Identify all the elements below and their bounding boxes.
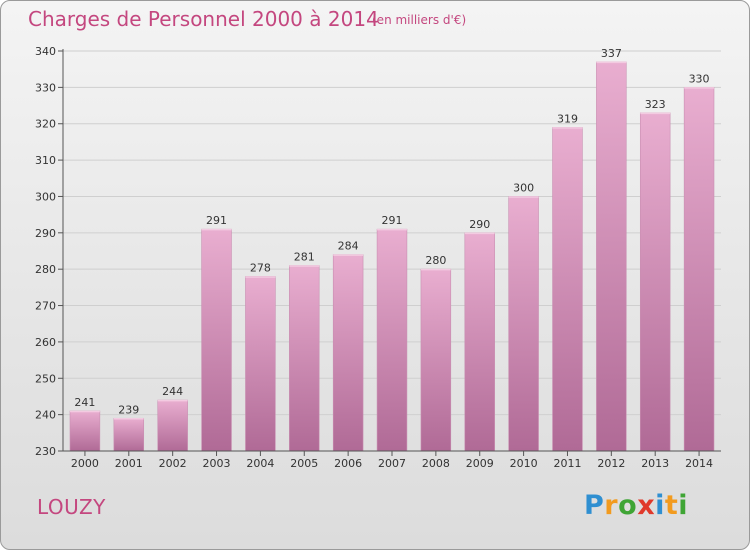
bar-2001 [113,417,145,452]
bar-2002 [157,399,188,452]
bar-2000 [69,410,101,452]
x-tick-label-2002: 2002 [159,457,187,470]
x-tick-label-2011: 2011 [553,457,581,470]
data-label-2003: 291 [206,214,227,227]
axes [58,49,721,456]
data-label-2006: 284 [338,240,359,253]
y-tick-label: 280 [35,263,56,276]
bars [69,61,715,452]
proxiti-logo[interactable]: Proxiti [584,490,689,521]
bar-2003 [201,228,232,452]
data-label-2008: 280 [425,254,446,267]
bar-2009 [464,232,495,452]
x-tick-label-2008: 2008 [422,457,450,470]
data-label-2009: 290 [469,218,490,231]
data-label-2012: 337 [601,47,622,60]
x-tick-label-2010: 2010 [510,457,538,470]
bar-2004 [245,276,276,452]
commune-name: LOUZY [37,495,106,519]
bar-2011 [552,127,583,452]
y-tick-label: 270 [35,300,56,313]
bar-2014 [683,87,715,452]
x-tick-label-2004: 2004 [246,457,274,470]
x-tick-label-2013: 2013 [641,457,669,470]
data-label-2002: 244 [162,385,183,398]
bar-2008 [420,268,452,452]
bar-2010 [508,196,539,452]
y-tick-label: 300 [35,190,56,203]
x-tick-label-2009: 2009 [466,457,494,470]
x-tick-label-2001: 2001 [115,457,143,470]
bar-2006 [332,254,364,452]
y-tick-label: 310 [35,154,56,167]
y-tick-label: 340 [35,45,56,58]
y-tick-label: 320 [35,118,56,131]
x-tick-label-2005: 2005 [290,457,318,470]
y-tick-label: 330 [35,81,56,94]
x-tick-label-2006: 2006 [334,457,362,470]
y-tick-label: 230 [35,445,56,458]
x-tick-label-2000: 2000 [71,457,99,470]
x-tick-label-2012: 2012 [597,457,625,470]
y-tick-label: 240 [35,409,56,422]
bar-2005 [289,265,320,452]
chart-title: Charges de Personnel 2000 à 2014 [28,7,379,31]
x-tick-label-2003: 2003 [203,457,231,470]
data-label-2000: 241 [74,396,95,409]
data-label-2013: 323 [645,98,666,111]
data-label-2014: 330 [689,72,710,85]
data-label-2011: 319 [557,112,578,125]
bar-2007 [376,228,408,452]
bar-2012 [596,61,627,452]
y-tick-label: 290 [35,227,56,240]
bar-2013 [639,112,671,452]
x-tick-label-2007: 2007 [378,457,406,470]
chart-subtitle: (en milliers d'€) [372,13,467,27]
y-tick-label: 260 [35,336,56,349]
labels: 230 240 250 260 270 280 290 300 310 320 330 340 241 2… [35,45,713,470]
data-label-2007: 291 [382,214,403,227]
y-tick-label: 250 [35,372,56,385]
data-label-2010: 300 [513,181,534,194]
data-label-2005: 281 [294,251,315,264]
data-label-2004: 278 [250,261,271,274]
data-label-2001: 239 [118,403,139,416]
x-tick-label-2014: 2014 [685,457,713,470]
